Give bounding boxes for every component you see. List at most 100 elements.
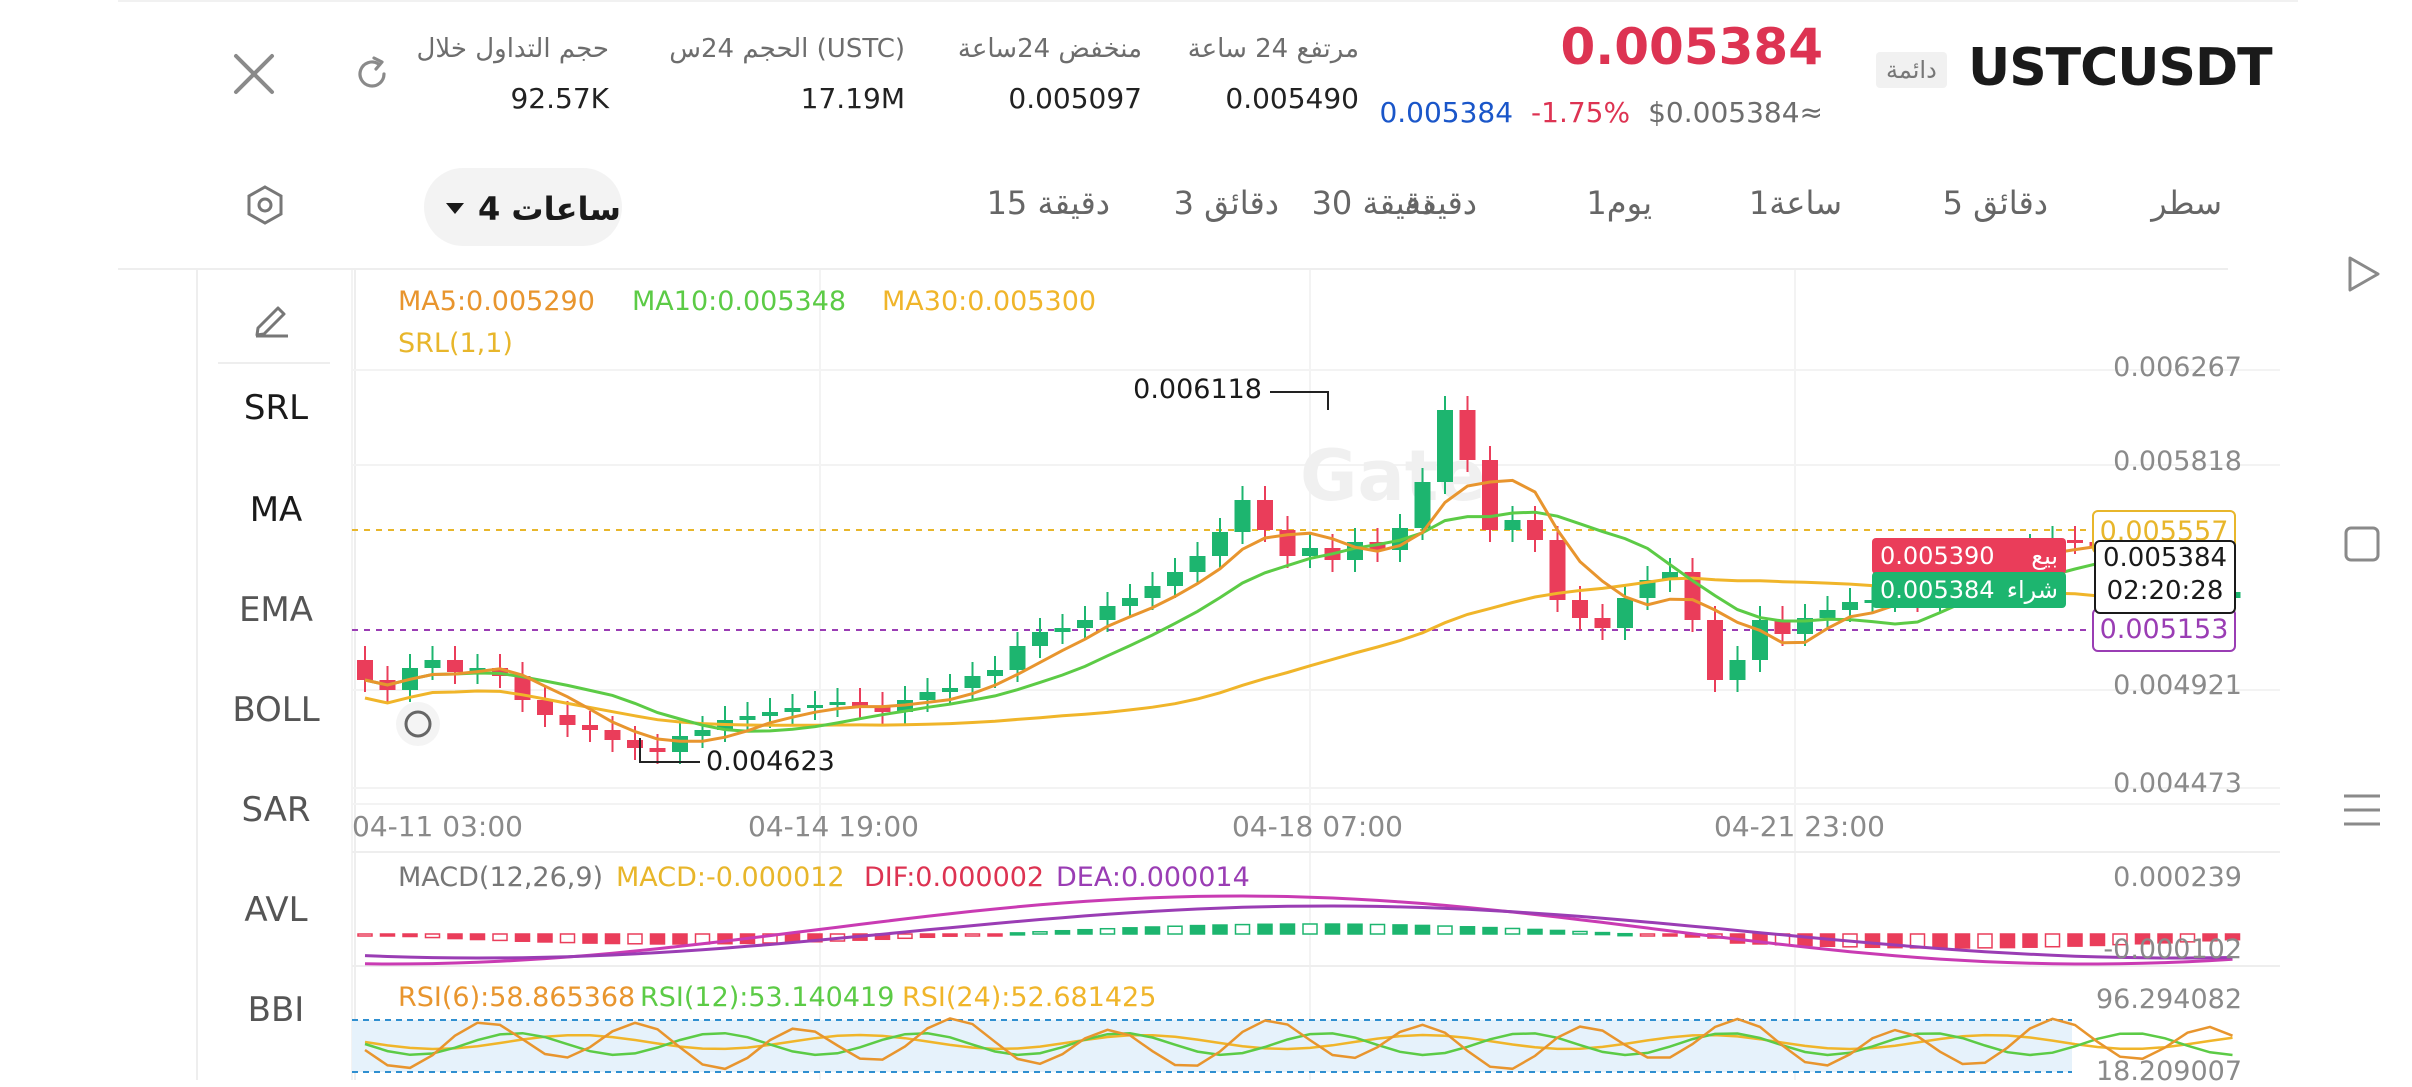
tab-30m[interactable]: 30 دقيقة — [1311, 184, 1435, 222]
tool-ema[interactable]: EMA — [238, 590, 314, 630]
macd-bar — [492, 933, 508, 942]
macd-bar — [1437, 925, 1453, 935]
macd-bar — [559, 933, 576, 944]
candle — [1189, 556, 1206, 572]
y-tick-1: 0.006267 — [2113, 352, 2242, 383]
drawing-toggle-bg[interactable] — [396, 702, 440, 746]
candle — [1594, 618, 1611, 628]
pencil-icon[interactable] — [250, 296, 294, 340]
tab-15m[interactable]: 15 دقيقة — [986, 184, 1110, 222]
macd-legend-title: MACD(12,26,9) — [398, 862, 604, 893]
stat-value-high: 0.005490 — [1225, 82, 1359, 115]
macd-bar — [1482, 926, 1498, 935]
macd-bar — [1257, 923, 1273, 935]
settings-icon[interactable] — [244, 184, 286, 226]
candle — [447, 660, 463, 672]
macd-bar — [1369, 923, 1386, 935]
candle — [739, 716, 756, 720]
tab-1h[interactable]: 1ساعة — [1748, 184, 1842, 222]
tab-1m[interactable]: دقيقة — [1404, 184, 1477, 222]
candle — [1414, 482, 1431, 528]
macd-legend-macd: MACD:-0.000012 — [616, 862, 845, 893]
macd-bar — [1324, 923, 1341, 935]
y-tick-2: 0.005818 — [2113, 446, 2242, 477]
tool-ma[interactable]: MA — [249, 490, 303, 530]
candle — [1572, 600, 1588, 618]
tool-bbi[interactable]: BBI — [247, 990, 305, 1030]
tab-15m-x[interactable]: 3 دقائق — [1173, 184, 1279, 222]
rsi6-line — [364, 1017, 2233, 1071]
macd-bar — [447, 933, 463, 940]
macd-histogram — [357, 923, 2241, 949]
candle — [1122, 598, 1138, 606]
tab-1d[interactable]: 1يوم — [1586, 184, 1652, 222]
candle — [1819, 610, 1836, 618]
macd-bar — [1234, 923, 1251, 935]
refresh-icon[interactable] — [352, 54, 392, 94]
legend-srl: SRL(1,1) — [398, 328, 513, 359]
macd-bar — [2224, 933, 2241, 941]
macd-bar — [357, 933, 373, 937]
tool-avl[interactable]: AVL — [244, 890, 308, 930]
candle — [1257, 500, 1273, 530]
sell-order-label: بيع — [2031, 542, 2058, 570]
candle — [852, 702, 868, 706]
candle — [1054, 628, 1071, 632]
tool-boll[interactable]: BOLL — [232, 690, 320, 730]
candle — [1549, 540, 1566, 600]
candle — [1842, 602, 1858, 610]
square-icon[interactable] — [2338, 520, 2386, 568]
candle — [784, 708, 801, 712]
dif-line — [364, 894, 2233, 966]
candle — [559, 715, 576, 725]
macd-bar — [514, 933, 531, 942]
tab-4h[interactable]: 4 ساعات — [446, 190, 621, 228]
tool-srl[interactable]: SRL — [243, 388, 309, 428]
macd-bar — [942, 933, 958, 937]
stat-label-low: منخفض 24ساعة — [957, 34, 1142, 64]
macd-bar — [2067, 933, 2083, 947]
sell-order-tag[interactable]: 0.005390 بيع — [1872, 538, 2066, 574]
candle — [1302, 548, 1318, 556]
buy-order-tag[interactable]: 0.005384 شراء — [1872, 572, 2066, 608]
macd-bar — [1999, 933, 2016, 949]
macd-legend-dif: DIF:0.000002 — [864, 862, 1045, 893]
rsi12-legend: RSI(12):53.140419 — [640, 982, 895, 1013]
close-icon[interactable] — [228, 48, 280, 100]
candle — [1212, 532, 1228, 556]
macd-bar — [402, 933, 418, 938]
candle — [2067, 540, 2083, 543]
stat-value-turnover: 92.57K — [510, 82, 609, 115]
candle — [1527, 520, 1543, 540]
sell-order-price: 0.005390 — [1880, 542, 1995, 570]
x-tick-1: 04-11 03:00 — [352, 810, 523, 843]
tab-line[interactable]: سطر — [2151, 184, 2222, 222]
macd-bar — [1189, 924, 1206, 935]
buy-order-label: شراء — [2006, 576, 2058, 604]
candle — [537, 700, 553, 715]
last-price-tag-value: 0.005384 — [2102, 543, 2228, 573]
candle — [1504, 520, 1521, 530]
macd-bar — [424, 933, 441, 939]
tabs-divider — [118, 268, 2228, 270]
symbol-title[interactable]: USTCUSDT — [1968, 38, 2273, 98]
macd-bar — [1032, 931, 1048, 935]
macd-bar — [1099, 927, 1116, 935]
tool-sar[interactable]: SAR — [241, 790, 311, 830]
stat-label-volume: الحجم 24س (USTC) — [669, 34, 905, 64]
candle — [1459, 410, 1476, 460]
menu-icon[interactable] — [2338, 786, 2386, 834]
macd-bar — [537, 933, 553, 943]
chart-grid — [351, 270, 2280, 1080]
play-icon[interactable] — [2338, 250, 2386, 298]
macd-bar — [1077, 928, 1093, 935]
tab-5m[interactable]: 5 دقائق — [1942, 184, 2048, 222]
ma10-line — [364, 510, 2233, 733]
candle — [942, 688, 958, 692]
candle — [874, 706, 891, 712]
rsi-y-tick-2: 18.209007 — [2095, 1056, 2242, 1087]
rsi12-line — [364, 1031, 2233, 1057]
candle — [1009, 646, 1026, 670]
candle — [807, 705, 823, 708]
